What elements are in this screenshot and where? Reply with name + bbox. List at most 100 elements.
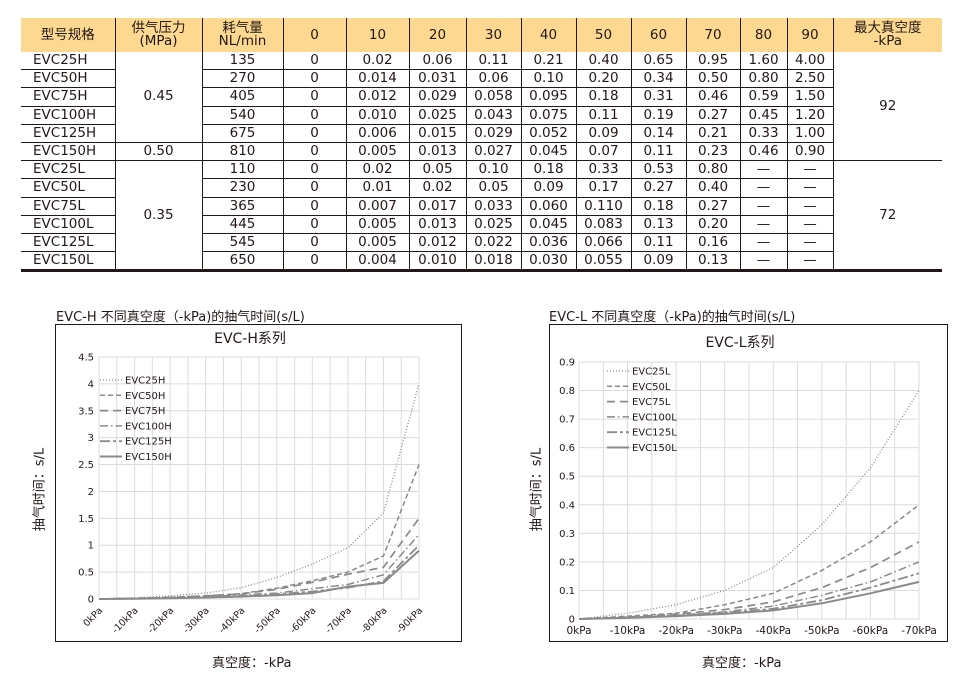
time-cell: 0.09 xyxy=(575,123,631,143)
column-header: 型号规格 xyxy=(21,18,115,52)
y-tick-label: 1.5 xyxy=(78,514,94,525)
time-cell: 0.043 xyxy=(465,105,521,125)
max-vacuum-cell: 92 xyxy=(832,52,942,161)
time-cell: 0.16 xyxy=(685,232,740,252)
model-cell: EVC75L xyxy=(21,196,115,216)
table-row: EVC125H 675 0 0.006 0.015 0.029 0.052 0.09 0.14 0… xyxy=(21,123,942,143)
time-cell: 0.21 xyxy=(685,123,740,143)
y-tick-label: 0.7 xyxy=(559,415,575,426)
flow-cell: 365 xyxy=(201,196,283,216)
model-cell: EVC150L xyxy=(21,251,115,271)
time-cell: 0.05 xyxy=(465,178,521,197)
time-cell: 0 xyxy=(282,87,346,107)
time-cell: 2.50 xyxy=(786,69,833,88)
time-cell: 0.013 xyxy=(408,214,466,234)
column-header: 最大真空度 -kPa xyxy=(832,18,942,52)
pressure-cell: 0.45 xyxy=(114,52,202,143)
model-cell: EVC50L xyxy=(21,178,115,197)
time-cell: 0.95 xyxy=(685,52,740,70)
y-tick-label: 2 xyxy=(88,487,94,498)
time-cell: 0.45 xyxy=(739,105,787,125)
time-cell: 0.09 xyxy=(630,251,686,271)
time-cell: 0 xyxy=(282,123,346,143)
time-cell: 0.19 xyxy=(630,105,686,125)
model-cell: EVC25L xyxy=(21,160,115,179)
time-cell: 0.058 xyxy=(465,87,521,107)
column-header: 20 xyxy=(408,18,466,52)
time-cell: 0.014 xyxy=(345,69,409,88)
model-cell: EVC100H xyxy=(21,105,115,125)
flow-cell: 540 xyxy=(201,105,283,125)
column-header: 50 xyxy=(575,18,631,52)
table-row: EVC50L 230 0 0.01 0.02 0.05 0.09 0.17 0.27 0.40— — xyxy=(21,178,942,197)
time-cell: 0.045 xyxy=(520,141,576,161)
y-tick-label: 0.5 xyxy=(559,472,575,483)
x-tick-label: -60kPa xyxy=(853,625,889,637)
time-cell: — xyxy=(739,178,787,197)
y-tick-label: 0.2 xyxy=(559,557,575,568)
time-cell: 0.11 xyxy=(630,141,686,161)
x-tick-label: -80kPa xyxy=(359,605,390,636)
time-cell: 0.075 xyxy=(520,105,576,125)
flow-cell: 650 xyxy=(201,251,283,271)
time-cell: 0.09 xyxy=(520,178,576,197)
time-cell: — xyxy=(786,232,833,252)
time-cell: 0.46 xyxy=(739,141,787,161)
flow-cell: 270 xyxy=(201,69,283,88)
column-header: 0 xyxy=(282,18,346,52)
legend-label: EVC100L xyxy=(632,412,677,423)
time-cell: — xyxy=(786,178,833,197)
time-cell: 0.50 xyxy=(685,69,740,88)
time-cell: 0 xyxy=(282,52,346,70)
time-cell: 0.11 xyxy=(630,232,686,252)
time-cell: 0.06 xyxy=(465,69,521,88)
time-cell: 0.005 xyxy=(345,232,409,252)
y-tick-label: 0.8 xyxy=(559,386,575,397)
time-cell: 0 xyxy=(282,232,346,252)
flow-cell: 445 xyxy=(201,214,283,234)
time-cell: 0.18 xyxy=(630,196,686,216)
model-cell: EVC75H xyxy=(21,87,115,107)
flow-cell: 135 xyxy=(201,52,283,70)
time-cell: 0.21 xyxy=(520,52,576,70)
table-row: EVC150H 0.50 810 0 0.005 0.013 0.027 0.045 0.07 0… xyxy=(21,141,942,161)
x-tick-label: -30kPa xyxy=(181,605,212,636)
y-tick-label: 3 xyxy=(88,433,94,444)
time-cell: 0.017 xyxy=(408,196,466,216)
time-cell: 0 xyxy=(282,105,346,125)
time-cell: 0.015 xyxy=(408,123,466,143)
x-tick-label: 0kPa xyxy=(81,605,105,629)
pressure-cell: 0.35 xyxy=(114,160,202,271)
time-cell: — xyxy=(739,196,787,216)
x-tick-label: -40kPa xyxy=(217,605,248,636)
time-cell: 0.02 xyxy=(345,52,409,70)
legend-label: EVC25L xyxy=(632,367,671,378)
time-cell: — xyxy=(739,251,787,271)
time-cell: 0.05 xyxy=(408,160,466,179)
legend-label: EVC125H xyxy=(125,437,172,448)
flow-cell: 545 xyxy=(201,232,283,252)
series-line-evc50l xyxy=(578,504,920,620)
time-cell: 0.02 xyxy=(408,178,466,197)
legend-label: EVC25H xyxy=(125,376,165,387)
legend-label: EVC50H xyxy=(125,391,165,402)
column-header: 90 xyxy=(786,18,833,52)
time-cell: — xyxy=(786,214,833,234)
time-cell: 0.083 xyxy=(575,214,631,234)
model-cell: EVC125H xyxy=(21,123,115,143)
x-tick-label: -10kPa xyxy=(610,625,646,637)
time-cell: 0.40 xyxy=(575,52,631,70)
time-cell: — xyxy=(739,214,787,234)
column-header: 80 xyxy=(739,18,787,52)
flow-cell: 230 xyxy=(201,178,283,197)
time-cell: 0.033 xyxy=(465,196,521,216)
flow-cell: 675 xyxy=(201,123,283,143)
time-cell: 1.60 xyxy=(739,52,787,70)
y-tick-label: 0.9 xyxy=(559,358,575,369)
legend-label: EVC150L xyxy=(632,443,677,454)
time-cell: 0.17 xyxy=(575,178,631,197)
chart-title: EVC-H系列 xyxy=(214,331,286,347)
time-cell: 0.010 xyxy=(408,251,466,271)
time-cell: 0.018 xyxy=(465,251,521,271)
y-tick-label: 1 xyxy=(88,541,94,552)
